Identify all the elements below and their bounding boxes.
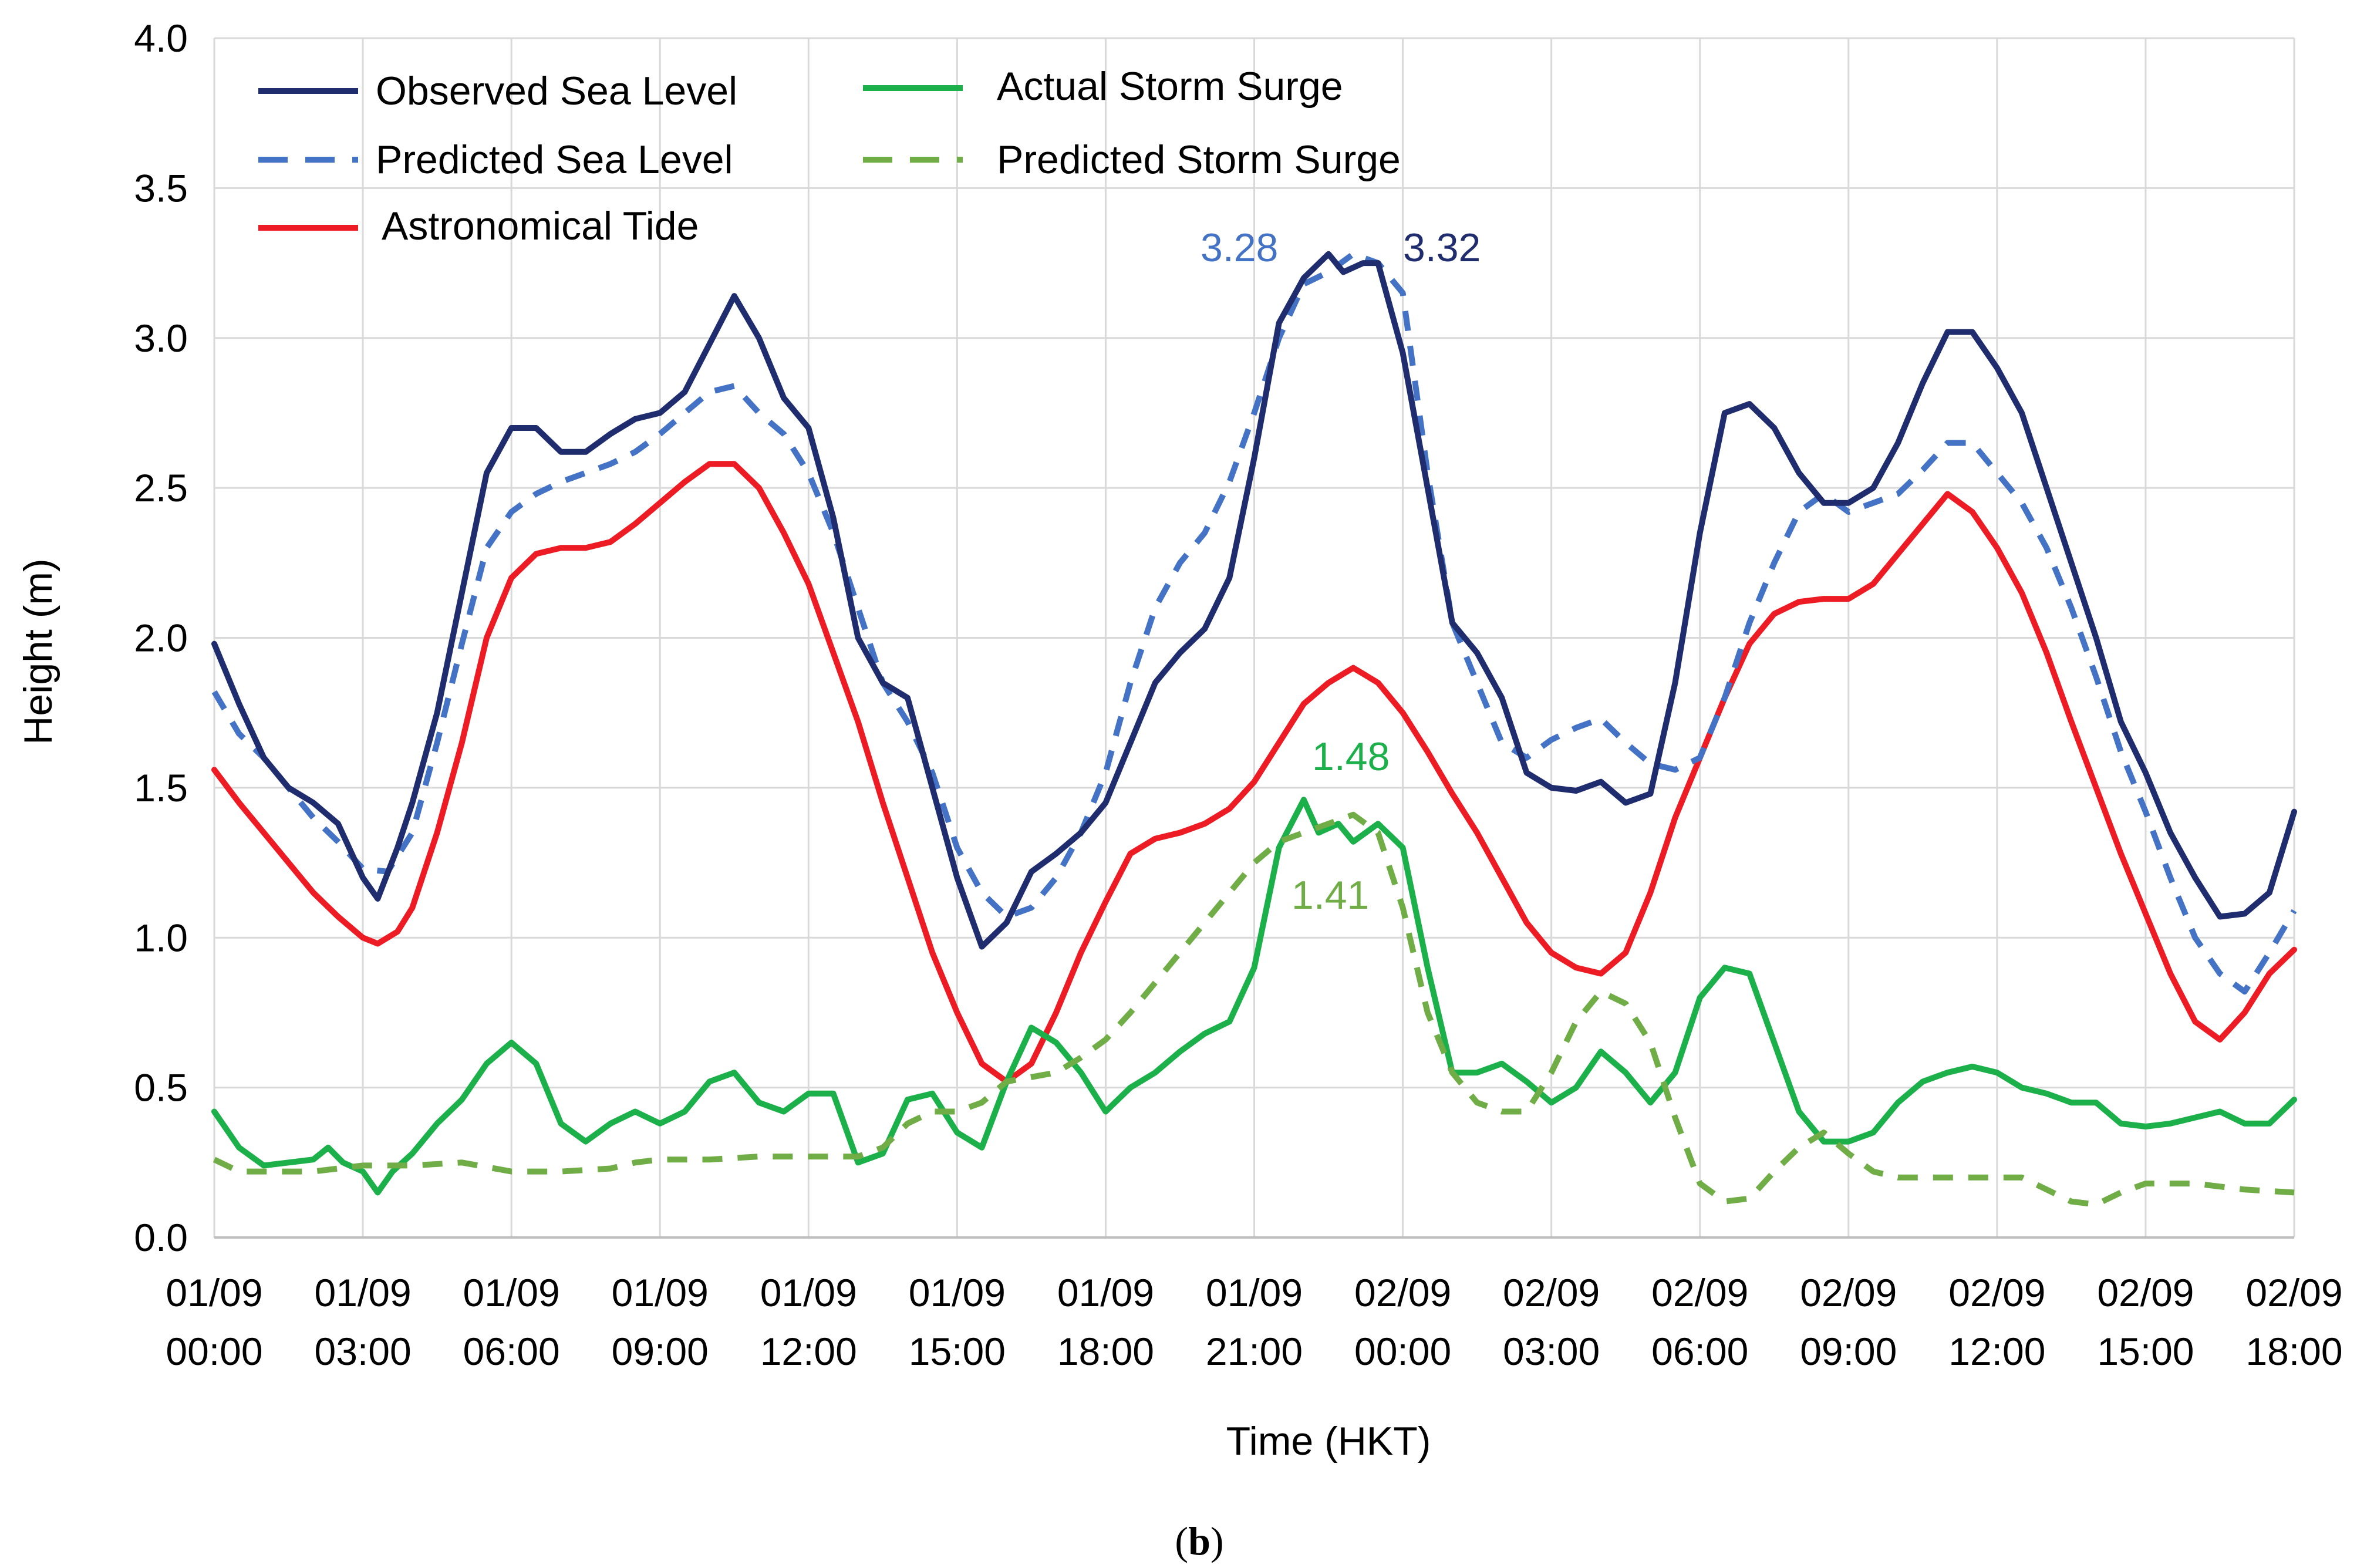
y-tick-label-1: 0.5 bbox=[134, 1066, 188, 1110]
caption-letter: b bbox=[1188, 1519, 1210, 1563]
series-line-actual-storm-surge bbox=[211, 797, 2297, 1196]
x-tick-time-6: 18:00 bbox=[1057, 1330, 1154, 1373]
legend-label-predicted-storm-surge: Predicted Storm Surge bbox=[997, 137, 1401, 182]
x-tick-time-4: 12:00 bbox=[760, 1330, 857, 1373]
x-tick-date-0: 01/09 bbox=[166, 1271, 262, 1314]
x-tick-time-14: 18:00 bbox=[2245, 1330, 2342, 1373]
y-axis-title: Height (m) bbox=[16, 558, 60, 744]
x-tick-date-10: 02/09 bbox=[1651, 1271, 1748, 1314]
x-tick-date-3: 01/09 bbox=[612, 1271, 709, 1314]
x-axis-title: Time (HKT) bbox=[1226, 1419, 1431, 1464]
x-tick-time-7: 21:00 bbox=[1206, 1330, 1303, 1373]
annotation-predicted-storm-surge-peak: 1.41 bbox=[1292, 873, 1369, 918]
x-tick-date-2: 01/09 bbox=[463, 1271, 560, 1314]
x-tick-date-12: 02/09 bbox=[1948, 1271, 2045, 1314]
x-tick-date-1: 01/09 bbox=[314, 1271, 411, 1314]
y-tick-label-2: 1.0 bbox=[134, 916, 188, 959]
x-tick-time-13: 15:00 bbox=[2097, 1330, 2194, 1373]
x-tick-time-1: 03:00 bbox=[314, 1330, 411, 1373]
legend-label-astronomical-tide: Astronomical Tide bbox=[382, 204, 699, 248]
x-tick-time-12: 12:00 bbox=[1948, 1330, 2045, 1373]
x-tick-date-13: 02/09 bbox=[2097, 1271, 2194, 1314]
x-tick-date-4: 01/09 bbox=[760, 1271, 857, 1314]
annotation-actual-storm-surge-peak: 1.48 bbox=[1312, 734, 1390, 779]
x-tick-date-14: 02/09 bbox=[2245, 1271, 2342, 1314]
y-axis-ticks: 0.0 0.5 1.0 1.5 2.0 2.5 3.0 3.5 4.0 bbox=[134, 16, 188, 1259]
x-tick-time-3: 09:00 bbox=[612, 1330, 709, 1373]
x-tick-time-8: 00:00 bbox=[1354, 1330, 1451, 1373]
caption-open-paren: ( bbox=[1175, 1519, 1188, 1563]
y-tick-label-5: 2.5 bbox=[134, 466, 188, 510]
x-tick-date-9: 02/09 bbox=[1503, 1271, 1600, 1314]
x-tick-time-11: 09:00 bbox=[1800, 1330, 1897, 1373]
y-tick-label-4: 2.0 bbox=[134, 616, 188, 660]
x-axis-ticks: 01/09 00:00 01/09 03:00 01/09 06:00 01/09 09:00… bbox=[166, 1271, 2342, 1373]
series-line-astronomical-tide bbox=[211, 461, 2297, 1085]
figure-caption: (b) bbox=[1175, 1519, 1223, 1563]
x-tick-time-5: 15:00 bbox=[909, 1330, 1006, 1373]
y-tick-label-3: 1.5 bbox=[134, 766, 188, 810]
x-tick-time-2: 06:00 bbox=[463, 1330, 560, 1373]
x-tick-time-0: 00:00 bbox=[166, 1330, 262, 1373]
series-line-observed-sea-level bbox=[211, 251, 2297, 950]
y-tick-label-7: 3.5 bbox=[134, 166, 188, 210]
y-tick-label-8: 4.0 bbox=[134, 16, 188, 60]
caption-close-paren: ) bbox=[1210, 1519, 1224, 1563]
annotation-predicted-sea-level-peak: 3.28 bbox=[1201, 225, 1278, 270]
x-tick-date-7: 01/09 bbox=[1206, 1271, 1303, 1314]
series-lines bbox=[211, 251, 2297, 1208]
x-tick-time-10: 06:00 bbox=[1651, 1330, 1748, 1373]
x-tick-date-6: 01/09 bbox=[1057, 1271, 1154, 1314]
annotation-observed-sea-level-peak: 3.32 bbox=[1403, 225, 1481, 270]
legend-label-predicted-sea-level: Predicted Sea Level bbox=[376, 137, 733, 182]
legend: Observed Sea Level Predicted Sea Level A… bbox=[258, 64, 1401, 248]
legend-label-actual-storm-surge: Actual Storm Surge bbox=[997, 64, 1343, 109]
x-tick-date-11: 02/09 bbox=[1800, 1271, 1897, 1314]
y-tick-label-6: 3.0 bbox=[134, 316, 188, 360]
series-line-predicted-storm-surge bbox=[213, 811, 2295, 1208]
grid-lines bbox=[213, 37, 2295, 1239]
x-tick-date-5: 01/09 bbox=[909, 1271, 1006, 1314]
y-tick-label-0: 0.0 bbox=[134, 1216, 188, 1259]
x-tick-time-9: 03:00 bbox=[1503, 1330, 1600, 1373]
legend-label-observed-sea-level: Observed Sea Level bbox=[376, 69, 737, 113]
series-line-predicted-sea-level bbox=[211, 251, 2297, 995]
x-tick-date-8: 02/09 bbox=[1354, 1271, 1451, 1314]
